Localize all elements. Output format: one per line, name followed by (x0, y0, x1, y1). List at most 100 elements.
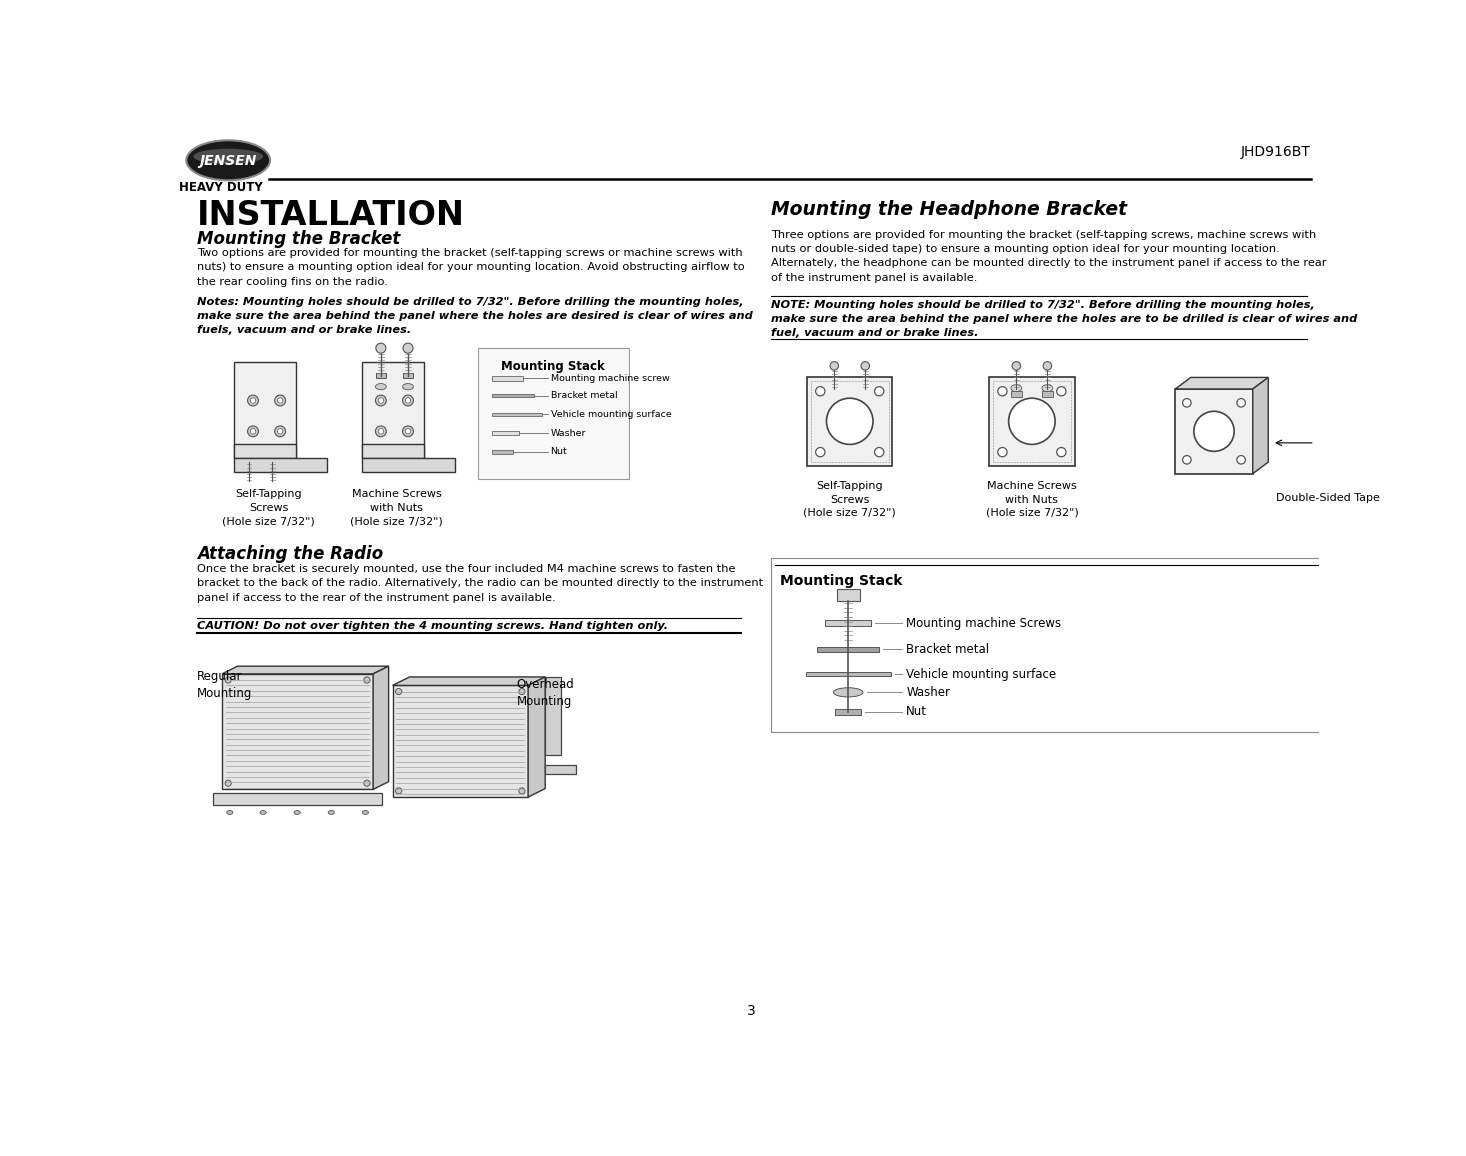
Polygon shape (1253, 377, 1268, 474)
Text: Vehicle mounting surface: Vehicle mounting surface (906, 668, 1057, 681)
Polygon shape (1176, 377, 1268, 388)
Ellipse shape (1012, 385, 1022, 392)
Ellipse shape (998, 447, 1007, 457)
Ellipse shape (1009, 398, 1056, 444)
Text: CAUTION! Do not over tighten the 4 mounting screws. Hand tighten only.: CAUTION! Do not over tighten the 4 mount… (198, 621, 668, 631)
Ellipse shape (375, 343, 386, 354)
Text: Mounting the Bracket: Mounting the Bracket (198, 230, 400, 247)
Ellipse shape (364, 780, 369, 786)
Ellipse shape (1193, 412, 1234, 451)
Text: Self-Tapping
Screws
(Hole size 7/32"): Self-Tapping Screws (Hole size 7/32") (223, 489, 315, 526)
Text: Three options are provided for mounting the bracket (self-tapping screws, machin: Three options are provided for mounting … (771, 230, 1327, 283)
Ellipse shape (1057, 386, 1066, 395)
Ellipse shape (277, 398, 283, 403)
Bar (808, 377, 893, 466)
Ellipse shape (1183, 455, 1192, 464)
Ellipse shape (519, 788, 525, 794)
Ellipse shape (226, 677, 232, 683)
Polygon shape (374, 666, 388, 790)
Bar (545, 677, 560, 755)
Ellipse shape (405, 429, 410, 434)
Text: Mounting machine screw: Mounting machine screw (551, 373, 670, 383)
Text: HEAVY DUTY: HEAVY DUTY (179, 181, 262, 194)
Text: Nut: Nut (551, 447, 567, 457)
Ellipse shape (248, 395, 258, 406)
Ellipse shape (1237, 399, 1246, 407)
Ellipse shape (375, 425, 387, 437)
Ellipse shape (519, 689, 525, 695)
Text: Machine Screws
with Nuts
(Hole size 7/32"): Machine Screws with Nuts (Hole size 7/32… (985, 481, 1079, 518)
Bar (393, 686, 528, 798)
Ellipse shape (1012, 362, 1020, 370)
Ellipse shape (834, 688, 863, 697)
Polygon shape (393, 677, 545, 686)
Text: Regular
Mounting: Regular Mounting (198, 670, 252, 701)
Bar (1042, 391, 1053, 397)
Bar (362, 362, 424, 458)
Ellipse shape (875, 447, 884, 457)
Bar (545, 765, 576, 775)
Bar (403, 372, 412, 378)
Ellipse shape (251, 398, 255, 403)
Ellipse shape (259, 810, 267, 814)
Ellipse shape (875, 386, 884, 395)
Ellipse shape (364, 677, 369, 683)
Bar (836, 709, 862, 716)
Ellipse shape (328, 810, 334, 814)
Bar (233, 458, 327, 472)
Ellipse shape (274, 395, 286, 406)
Ellipse shape (227, 810, 233, 814)
Text: Two options are provided for mounting the bracket (self-tapping screws or machin: Two options are provided for mounting th… (198, 249, 745, 287)
Text: JHD916BT: JHD916BT (1242, 144, 1311, 158)
Ellipse shape (830, 362, 839, 370)
Bar (817, 647, 880, 652)
Text: Once the bracket is securely mounted, use the four included M4 machine screws to: Once the bracket is securely mounted, us… (198, 564, 764, 602)
Ellipse shape (277, 429, 283, 434)
Ellipse shape (226, 780, 232, 786)
Ellipse shape (861, 362, 869, 370)
Ellipse shape (274, 425, 286, 437)
Text: Mounting the Headphone Bracket: Mounting the Headphone Bracket (771, 200, 1127, 220)
Bar (377, 372, 386, 378)
Ellipse shape (375, 395, 387, 406)
Text: Overhead
Mounting: Overhead Mounting (516, 677, 575, 707)
Ellipse shape (403, 343, 413, 354)
Ellipse shape (396, 788, 402, 794)
Text: INSTALLATION: INSTALLATION (198, 199, 465, 232)
Bar (221, 674, 374, 790)
Text: Notes: Mounting holes should be drilled to 7/32". Before drilling the mounting h: Notes: Mounting holes should be drilled … (198, 297, 754, 335)
Ellipse shape (295, 810, 301, 814)
Text: NOTE: Mounting holes should be drilled to 7/32". Before drilling the mounting ho: NOTE: Mounting holes should be drilled t… (771, 299, 1358, 339)
Ellipse shape (375, 384, 387, 390)
Ellipse shape (1183, 399, 1192, 407)
Text: Mounting Stack: Mounting Stack (501, 361, 605, 373)
Text: Nut: Nut (906, 705, 928, 719)
Ellipse shape (248, 425, 258, 437)
Bar (491, 431, 519, 435)
Ellipse shape (403, 425, 413, 437)
Ellipse shape (1044, 362, 1051, 370)
Ellipse shape (396, 689, 402, 695)
Text: Washer: Washer (551, 429, 586, 438)
Text: JENSEN: JENSEN (199, 154, 257, 168)
Ellipse shape (815, 386, 825, 395)
Bar (362, 458, 454, 472)
Ellipse shape (186, 140, 270, 180)
Bar (1012, 391, 1022, 397)
Ellipse shape (403, 395, 413, 406)
Bar (491, 394, 534, 398)
Ellipse shape (815, 447, 825, 457)
Bar (233, 362, 296, 458)
Text: Mounting machine Screws: Mounting machine Screws (906, 616, 1061, 630)
Bar (825, 620, 871, 627)
Polygon shape (221, 666, 388, 674)
Text: Mounting Stack: Mounting Stack (780, 573, 903, 587)
Bar (491, 413, 542, 416)
Text: Attaching the Radio: Attaching the Radio (198, 546, 383, 563)
Ellipse shape (362, 810, 368, 814)
Bar (491, 450, 513, 453)
Bar (806, 673, 891, 676)
Bar (1176, 388, 1253, 474)
Ellipse shape (378, 429, 384, 434)
Text: Bracket metal: Bracket metal (906, 643, 990, 655)
